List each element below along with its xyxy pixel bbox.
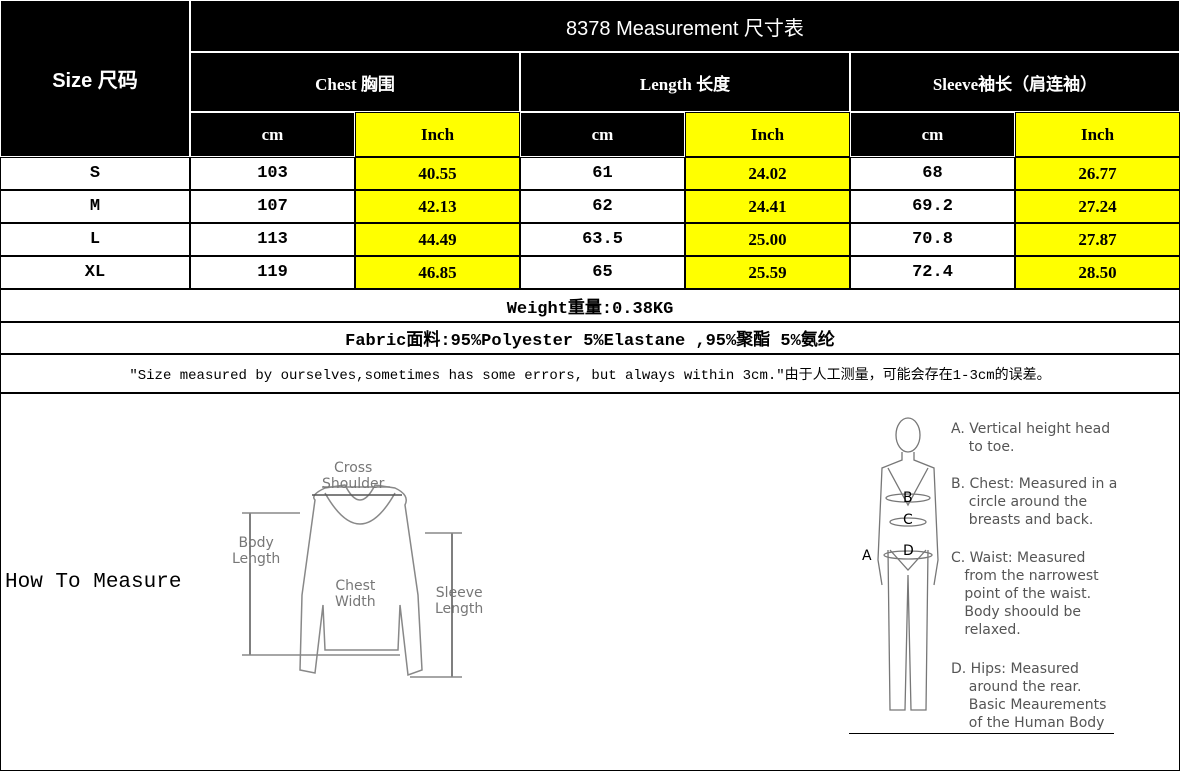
value-cell: 113 (190, 223, 355, 256)
human-body-diagram (877, 417, 939, 711)
note-a: A. Vertical height head to toe. (951, 421, 1111, 455)
value-cell: 46.85 (355, 256, 520, 289)
divider (849, 733, 1114, 734)
value-cell: 24.02 (685, 157, 850, 190)
value-cell: 24.41 (685, 190, 850, 223)
unit-header: cm (520, 112, 685, 157)
value-cell: 27.24 (1015, 190, 1180, 223)
body-length-label: Body Length (232, 535, 281, 567)
value-cell: 44.49 (355, 223, 520, 256)
cross-shoulder-label: Cross Shoulder (322, 460, 385, 492)
chart-title: 8378 Measurement 尺寸表 (190, 0, 1180, 52)
unit-header: Inch (355, 112, 520, 157)
unit-header: Inch (1015, 112, 1180, 157)
note-row: "Size measured by ourselves,sometimes ha… (0, 354, 1180, 393)
size-header: Size 尺码 (0, 0, 190, 157)
value-cell: 69.2 (850, 190, 1015, 223)
size-cell: L (0, 223, 190, 256)
value-cell: 70.8 (850, 223, 1015, 256)
value-cell: 27.87 (1015, 223, 1180, 256)
value-cell: 42.13 (355, 190, 520, 223)
value-cell: 25.00 (685, 223, 850, 256)
group-header: Chest 胸围 (190, 52, 520, 112)
value-cell: 65 (520, 256, 685, 289)
note-c: C. Waist: Measured from the narrowest po… (951, 550, 1099, 638)
marker-b: B (903, 490, 913, 506)
value-cell: 119 (190, 256, 355, 289)
marker-c: C (903, 512, 913, 528)
sweater-diagram (242, 484, 462, 678)
value-cell: 63.5 (520, 223, 685, 256)
value-cell: 61 (520, 157, 685, 190)
unit-header: cm (850, 112, 1015, 157)
group-header: Sleeve袖长（肩连袖） (850, 52, 1180, 112)
how-to-measure-label: How To Measure (5, 571, 182, 594)
value-cell: 103 (190, 157, 355, 190)
value-cell: 40.55 (355, 157, 520, 190)
value-cell: 25.59 (685, 256, 850, 289)
unit-header: cm (190, 112, 355, 157)
value-cell: 62 (520, 190, 685, 223)
how-to-measure-section (0, 393, 1180, 771)
size-cell: M (0, 190, 190, 223)
value-cell: 72.4 (850, 256, 1015, 289)
marker-a: A (862, 548, 872, 564)
note-d: D. Hips: Measured around the rear. Basic… (951, 661, 1107, 731)
note-b: B. Chest: Measured in a circle around th… (951, 476, 1118, 528)
group-header: Length 长度 (520, 52, 850, 112)
sleeve-length-label: Sleeve Length (435, 585, 484, 617)
size-cell: XL (0, 256, 190, 289)
value-cell: 107 (190, 190, 355, 223)
value-cell: 68 (850, 157, 1015, 190)
marker-d: D (903, 543, 914, 559)
chest-width-label: Chest Width (335, 578, 376, 610)
value-cell: 28.50 (1015, 256, 1180, 289)
fabric-row: Fabric面料:95%Polyester 5%Elastane ,95%聚酯 … (0, 322, 1180, 354)
weight-row: Weight重量:0.38KG (0, 289, 1180, 322)
value-cell: 26.77 (1015, 157, 1180, 190)
size-cell: S (0, 157, 190, 190)
unit-header: Inch (685, 112, 850, 157)
